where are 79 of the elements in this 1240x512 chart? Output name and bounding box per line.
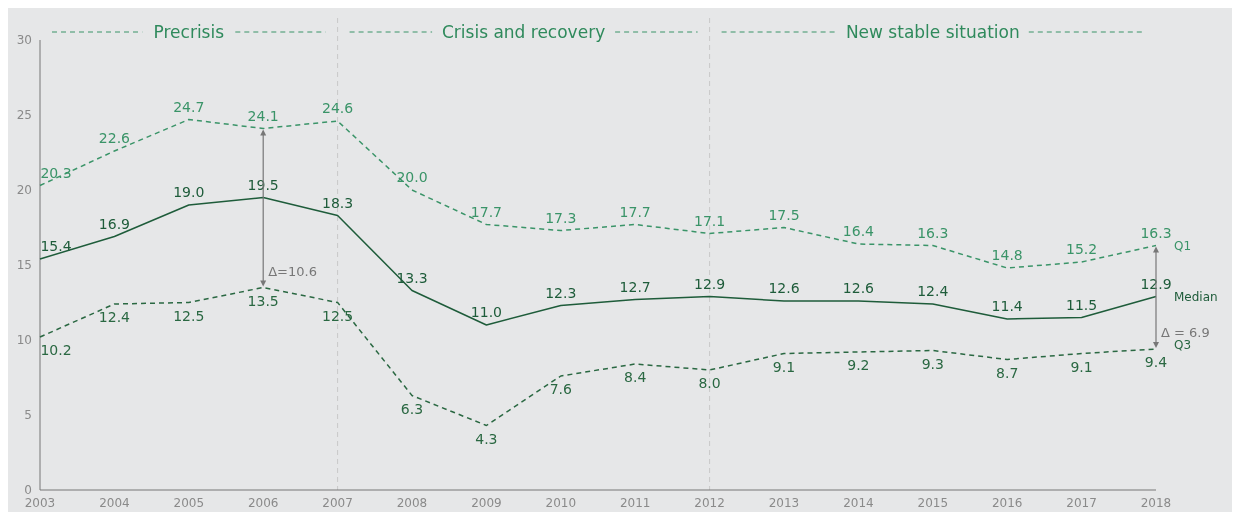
y-tick-label: 20: [16, 183, 32, 197]
x-tick-label: 2013: [768, 496, 800, 510]
x-tick-label: 2007: [322, 496, 353, 510]
data-label: 15.4: [40, 238, 72, 254]
data-label: 18.3: [322, 194, 354, 211]
data-label: 11.0: [470, 304, 502, 320]
data-label: 11.4: [991, 298, 1023, 314]
x-tick-label: 2011: [619, 496, 651, 510]
data-label: 19.0: [173, 184, 205, 200]
y-tick-label: 15: [16, 258, 32, 272]
data-label: 20.3: [40, 164, 72, 181]
data-label: 9.4: [1144, 354, 1168, 370]
x-tick-label: 2010: [545, 496, 577, 510]
data-label: 13.3: [396, 269, 428, 286]
data-label: 4.3: [475, 430, 498, 447]
x-tick-label: 2016: [991, 496, 1023, 510]
data-label: 13.5: [247, 292, 279, 309]
data-label: 16.3: [1140, 224, 1172, 241]
data-label: 17.1: [694, 212, 726, 229]
data-label: 8.7: [996, 364, 1019, 381]
data-label: 16.9: [98, 215, 130, 232]
series-label: Q3: [1174, 338, 1192, 352]
x-tick-label: 2018: [1140, 496, 1172, 510]
x-tick-label: 2003: [24, 496, 56, 510]
data-label: 16.3: [917, 224, 949, 241]
data-label: 20.0: [396, 169, 428, 185]
data-label: 19.5: [247, 176, 279, 193]
annotation: Δ=10.6: [268, 263, 317, 279]
data-label: 12.7: [619, 278, 651, 295]
data-label: 10.2: [40, 342, 72, 358]
data-label: 9.1: [772, 358, 796, 375]
data-label: 12.6: [842, 280, 875, 296]
data-label: 14.8: [991, 247, 1023, 263]
data-label: 12.4: [98, 309, 131, 325]
data-label: 7.6: [549, 381, 573, 397]
data-label: 9.1: [1070, 358, 1093, 375]
x-tick-label: 2005: [173, 496, 205, 510]
data-label: 24.6: [322, 100, 354, 116]
data-label: 8.4: [624, 369, 647, 385]
y-tick-label: 5: [24, 408, 32, 422]
series-label: Q1: [1174, 238, 1192, 253]
data-label: 12.5: [322, 307, 354, 324]
data-label: 9.3: [921, 355, 944, 372]
annotation: Precrisis: [153, 22, 225, 42]
x-tick-label: 2008: [396, 496, 428, 510]
y-tick-label: 0: [24, 483, 32, 497]
data-label: 12.9: [1140, 275, 1172, 292]
data-label: 17.5: [768, 206, 800, 223]
data-label: 12.3: [545, 284, 577, 301]
data-label: 24.1: [247, 107, 279, 124]
x-tick-label: 2012: [694, 496, 725, 510]
x-tick-label: 2017: [1066, 496, 1097, 510]
data-label: 6.3: [400, 400, 424, 417]
data-label: 11.5: [1066, 296, 1098, 313]
annotation: Crisis and recovery: [442, 22, 606, 42]
data-label: 17.3: [545, 209, 577, 226]
y-tick-label: 10: [16, 333, 32, 347]
data-label: 8.0: [698, 375, 721, 391]
x-tick-label: 2006: [247, 496, 279, 510]
x-tick-label: 2004: [99, 496, 130, 510]
data-label: 16.4: [842, 223, 875, 239]
data-label: 17.7: [619, 203, 651, 220]
data-label: 24.7: [173, 98, 205, 115]
x-tick-label: 2015: [917, 496, 949, 510]
data-label: 12.9: [694, 275, 726, 292]
data-label: 12.5: [173, 307, 205, 324]
data-label: 12.6: [768, 280, 800, 296]
annotation: Δ = 6.9: [1161, 325, 1210, 340]
data-label: 17.7: [470, 203, 502, 220]
data-label: 15.2: [1066, 241, 1098, 257]
y-tick-label: 30: [16, 33, 32, 47]
y-tick-label: 25: [16, 108, 32, 122]
data-label: 9.2: [847, 357, 870, 373]
data-label: 12.4: [917, 283, 949, 299]
x-tick-label: 2014: [843, 496, 874, 510]
data-label: 22.6: [98, 130, 131, 146]
annotation: New stable situation: [845, 22, 1020, 42]
x-tick-label: 2009: [471, 496, 502, 510]
series-label: Median: [1174, 289, 1218, 304]
